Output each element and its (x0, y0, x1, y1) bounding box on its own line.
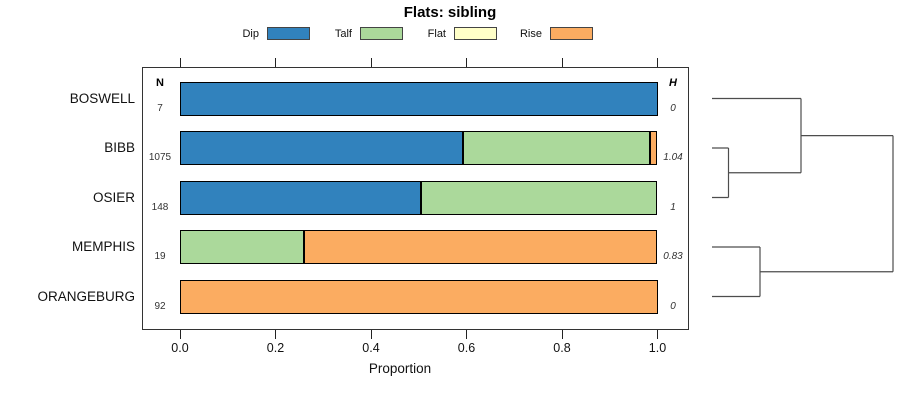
legend-swatch-dip (267, 27, 310, 40)
x-axis-tick-bottom (179, 330, 181, 339)
x-axis-tick-label: 0.6 (457, 341, 476, 355)
x-axis-tick-bottom (657, 330, 659, 339)
n-value: 148 (151, 201, 169, 213)
legend-label-dip: Dip (242, 28, 259, 40)
row-label-osier: OSIER (92, 189, 135, 205)
x-axis-tick-label: 0.4 (362, 341, 380, 355)
x-axis-tick-top (179, 58, 181, 67)
bar-segment-osier-dip (180, 180, 422, 215)
legend-swatch-flat (454, 27, 497, 40)
legend-label-flat: Flat (427, 28, 446, 40)
bar-segment-orangeburg-rise (180, 279, 658, 314)
row-label-boswell: BOSWELL (69, 90, 135, 106)
bar-segment-boswell-dip (180, 81, 658, 116)
legend-label-rise: Rise (519, 28, 542, 40)
h-value: 1.04 (663, 152, 683, 163)
n-value: 19 (154, 251, 166, 262)
h-value: 0 (670, 102, 676, 114)
legend-swatch-talf (360, 27, 403, 40)
x-axis-tick-label: 0.8 (553, 341, 571, 355)
row-label-bibb: BIBB (104, 140, 135, 155)
legend-label-talf: Talf (334, 28, 352, 40)
n-value: 7 (157, 102, 163, 114)
x-axis-tick-top (657, 58, 659, 67)
x-axis-tick-bottom (275, 330, 277, 339)
x-axis-tick-top (275, 58, 277, 67)
n-value: 92 (154, 300, 166, 312)
h-value: 0.83 (663, 251, 683, 262)
bar-segment-bibb-talf (462, 131, 651, 165)
bar-segment-memphis-talf (180, 230, 305, 264)
x-axis-tick-bottom (466, 330, 468, 339)
x-axis-tick-label: 1.0 (648, 341, 667, 355)
x-axis-tick-bottom (370, 330, 372, 339)
x-axis-tick-top (561, 58, 563, 67)
legend-swatch-rise (550, 27, 593, 40)
row-label-memphis: MEMPHIS (71, 239, 135, 254)
h-value: 1 (670, 201, 676, 213)
plot-area (142, 67, 689, 330)
n-column-header: N (156, 77, 164, 89)
h-value: 0 (670, 300, 676, 312)
x-axis-tick-label: 0.2 (266, 341, 285, 355)
x-axis-tick-top (466, 58, 468, 67)
x-axis-label: Proportion (368, 361, 432, 376)
x-axis-tick-label: 0.0 (171, 341, 189, 355)
x-axis-tick-bottom (561, 330, 563, 339)
x-axis-tick-top (370, 58, 372, 67)
bar-segment-memphis-rise (304, 230, 658, 264)
chart-title: Flats: sibling (403, 4, 497, 21)
bar-segment-osier-talf (421, 180, 658, 215)
bar-segment-bibb-rise (650, 131, 658, 165)
bar-segment-bibb-dip (180, 131, 463, 165)
h-column-header: H (669, 77, 677, 89)
n-value: 1075 (148, 152, 172, 163)
row-label-orangeburg: ORANGEBURG (37, 288, 135, 304)
